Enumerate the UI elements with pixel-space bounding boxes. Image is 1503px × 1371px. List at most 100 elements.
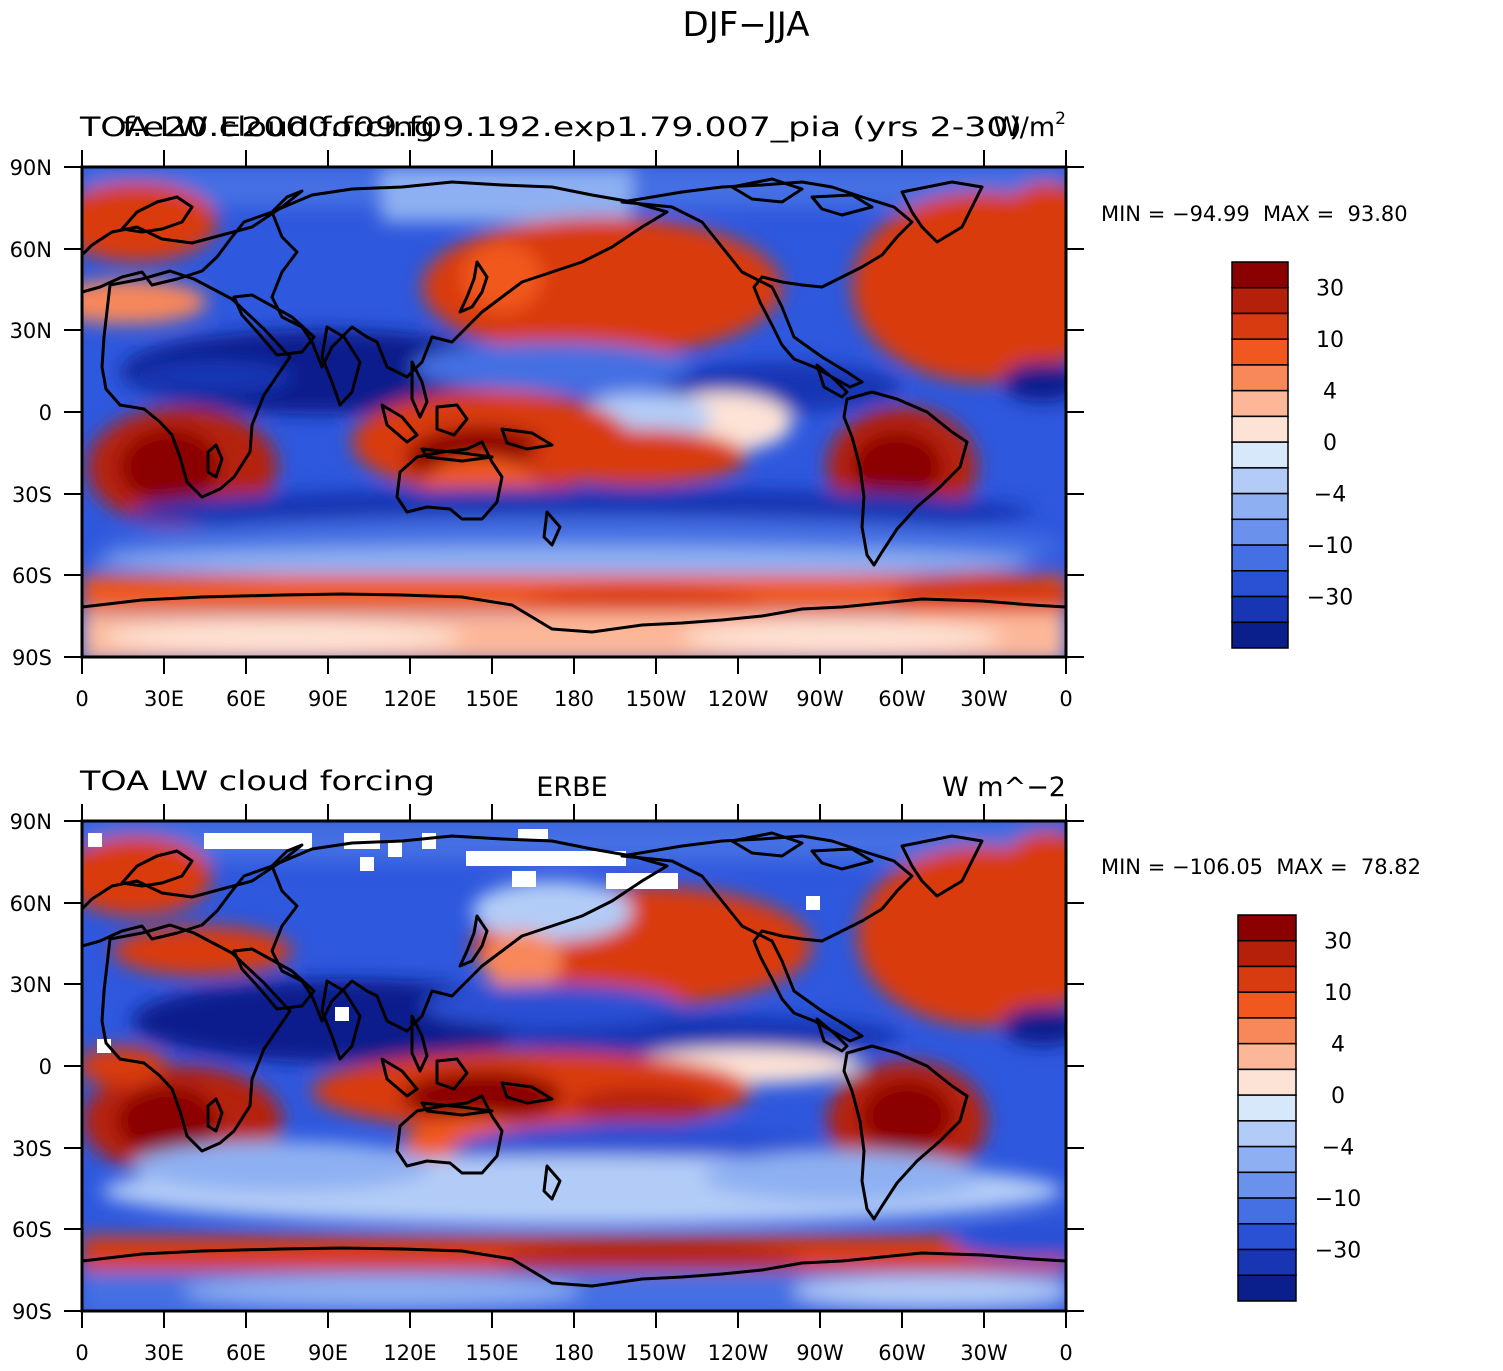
lon-label: 180 bbox=[554, 1341, 594, 1365]
lat-label: 90N bbox=[10, 810, 52, 834]
colorbar-label: 10 bbox=[1316, 328, 1344, 353]
min-max-stats: MIN = −94.99 MAX = 93.80 bbox=[1101, 202, 1408, 226]
panel-left-title: TOA LW cloud forcing bbox=[79, 112, 435, 143]
colorbar-swatch bbox=[1237, 1120, 1297, 1148]
lat-label: 60S bbox=[12, 564, 52, 588]
lon-label: 90W bbox=[796, 687, 844, 711]
colorbar-label: −4 bbox=[1314, 483, 1346, 508]
colorbar-swatch bbox=[1237, 965, 1297, 993]
lat-label: 60N bbox=[10, 238, 52, 262]
colorbar-label: 30 bbox=[1324, 930, 1352, 955]
colorbar-label: −30 bbox=[1315, 1239, 1361, 1264]
lat-label: 90S bbox=[12, 646, 52, 670]
lon-label: 60W bbox=[878, 687, 926, 711]
lon-label: 120W bbox=[708, 1341, 769, 1365]
colorbar-swatch bbox=[1237, 1197, 1297, 1225]
panel-center-title: f.e20.E2000.f09.f09.192.exp1.79.007_pia … bbox=[122, 112, 1022, 143]
page-title: DJF−JJA bbox=[683, 5, 810, 45]
lon-label: 120E bbox=[383, 687, 436, 711]
colorbar-swatch bbox=[1231, 261, 1289, 289]
colorbar-swatch bbox=[1231, 364, 1289, 392]
lon-label: 150W bbox=[626, 687, 687, 711]
colorbar-label: −30 bbox=[1307, 586, 1353, 611]
colorbar-swatch bbox=[1237, 991, 1297, 1019]
lat-labels: 90N 60N 30N 0 30S 60S 90S bbox=[10, 810, 52, 1324]
lon-label: 30E bbox=[144, 1341, 184, 1365]
lat-label: 90S bbox=[12, 1300, 52, 1324]
lon-label: 150E bbox=[465, 1341, 518, 1365]
lon-label: 30E bbox=[144, 687, 184, 711]
colorbar-label: 4 bbox=[1331, 1033, 1345, 1058]
colorbar-label: 4 bbox=[1323, 380, 1337, 405]
colorbar-label: 0 bbox=[1331, 1084, 1345, 1109]
colorbar: 30 10 4 0 −4 −10 −30 bbox=[1231, 261, 1353, 649]
colorbar-swatch bbox=[1237, 1042, 1297, 1071]
lon-label: 0 bbox=[75, 687, 88, 711]
colorbar: 30 10 4 0 −4 −10 −30 bbox=[1237, 914, 1361, 1302]
min-max-stats: MIN = −106.05 MAX = 78.82 bbox=[1101, 855, 1421, 879]
lon-label: 0 bbox=[1059, 1341, 1072, 1365]
colorbar-swatch bbox=[1231, 492, 1289, 521]
colorbar-swatch bbox=[1237, 1145, 1297, 1174]
lon-label: 90E bbox=[308, 687, 348, 711]
lon-label: 150E bbox=[465, 687, 518, 711]
lat-label: 0 bbox=[39, 1055, 52, 1079]
colorbar-label: 10 bbox=[1324, 981, 1352, 1006]
colorbar-swatch bbox=[1231, 286, 1289, 315]
lat-label: 90N bbox=[10, 156, 52, 180]
lat-labels: 90N 60N 30N 0 30S 60S 90S bbox=[10, 156, 52, 670]
lon-label: 150W bbox=[626, 1341, 687, 1365]
lon-label: 180 bbox=[554, 687, 594, 711]
lon-label: 90E bbox=[308, 1341, 348, 1365]
colorbar-swatch bbox=[1237, 914, 1297, 942]
lat-label: 30N bbox=[10, 973, 52, 997]
lon-label: 120E bbox=[383, 1341, 436, 1365]
colorbar-swatch bbox=[1231, 467, 1289, 495]
colorbar-swatch bbox=[1231, 518, 1289, 546]
colorbar-swatch bbox=[1231, 595, 1289, 624]
lat-label: 30S bbox=[12, 483, 52, 507]
colorbar-swatch bbox=[1237, 1248, 1297, 1277]
lat-label: 60S bbox=[12, 1218, 52, 1242]
lat-label: 60N bbox=[10, 892, 52, 916]
lon-label: 60W bbox=[878, 1341, 926, 1365]
map-ticks bbox=[64, 804, 1084, 1328]
lon-label: 60E bbox=[226, 1341, 266, 1365]
colorbar-swatch bbox=[1237, 939, 1297, 968]
lon-label: 120W bbox=[708, 687, 769, 711]
panel-left-title: TOA LW cloud forcing bbox=[79, 766, 435, 797]
colorbar-label: 30 bbox=[1316, 277, 1344, 302]
panel-center-title: ERBE bbox=[536, 772, 607, 803]
colorbar-swatch bbox=[1231, 621, 1289, 649]
lat-label: 30N bbox=[10, 319, 52, 343]
lon-labels: 0 30E 60E 90E 120E 150E 180 150W 120W 90… bbox=[75, 1341, 1072, 1365]
panel-units: W m^−2 bbox=[942, 772, 1066, 803]
lon-label: 60E bbox=[226, 687, 266, 711]
panel-units: W/m2 bbox=[993, 109, 1066, 143]
lat-label: 30S bbox=[12, 1137, 52, 1161]
colorbar-swatch bbox=[1231, 441, 1289, 469]
colorbar-label: −10 bbox=[1307, 534, 1353, 559]
colorbar-swatch bbox=[1231, 415, 1289, 443]
map-field bbox=[82, 167, 1066, 657]
colorbar-swatch bbox=[1237, 1223, 1297, 1251]
colorbar-swatch bbox=[1237, 1094, 1297, 1122]
colorbar-swatch bbox=[1231, 570, 1289, 598]
lon-labels: 0 30E 60E 90E 120E 150E 180 150W 120W 90… bbox=[75, 687, 1072, 711]
colorbar-label: −4 bbox=[1322, 1136, 1354, 1161]
colorbar-swatch bbox=[1231, 544, 1289, 572]
lon-label: 0 bbox=[1059, 687, 1072, 711]
colorbar-swatch bbox=[1237, 1068, 1297, 1096]
lat-label: 0 bbox=[39, 401, 52, 425]
lon-label: 90W bbox=[796, 1341, 844, 1365]
map-field bbox=[82, 821, 1066, 1311]
colorbar-swatch bbox=[1231, 389, 1289, 418]
colorbar-swatch bbox=[1237, 1017, 1297, 1045]
colorbar-label: −10 bbox=[1315, 1187, 1361, 1212]
colorbar-swatch bbox=[1231, 312, 1289, 340]
lon-label: 30W bbox=[960, 687, 1008, 711]
map-ticks bbox=[64, 150, 1084, 674]
panel-obs: TOA LW cloud forcing ERBE W m^−2 bbox=[10, 766, 1421, 1365]
colorbar-swatch bbox=[1237, 1274, 1297, 1302]
